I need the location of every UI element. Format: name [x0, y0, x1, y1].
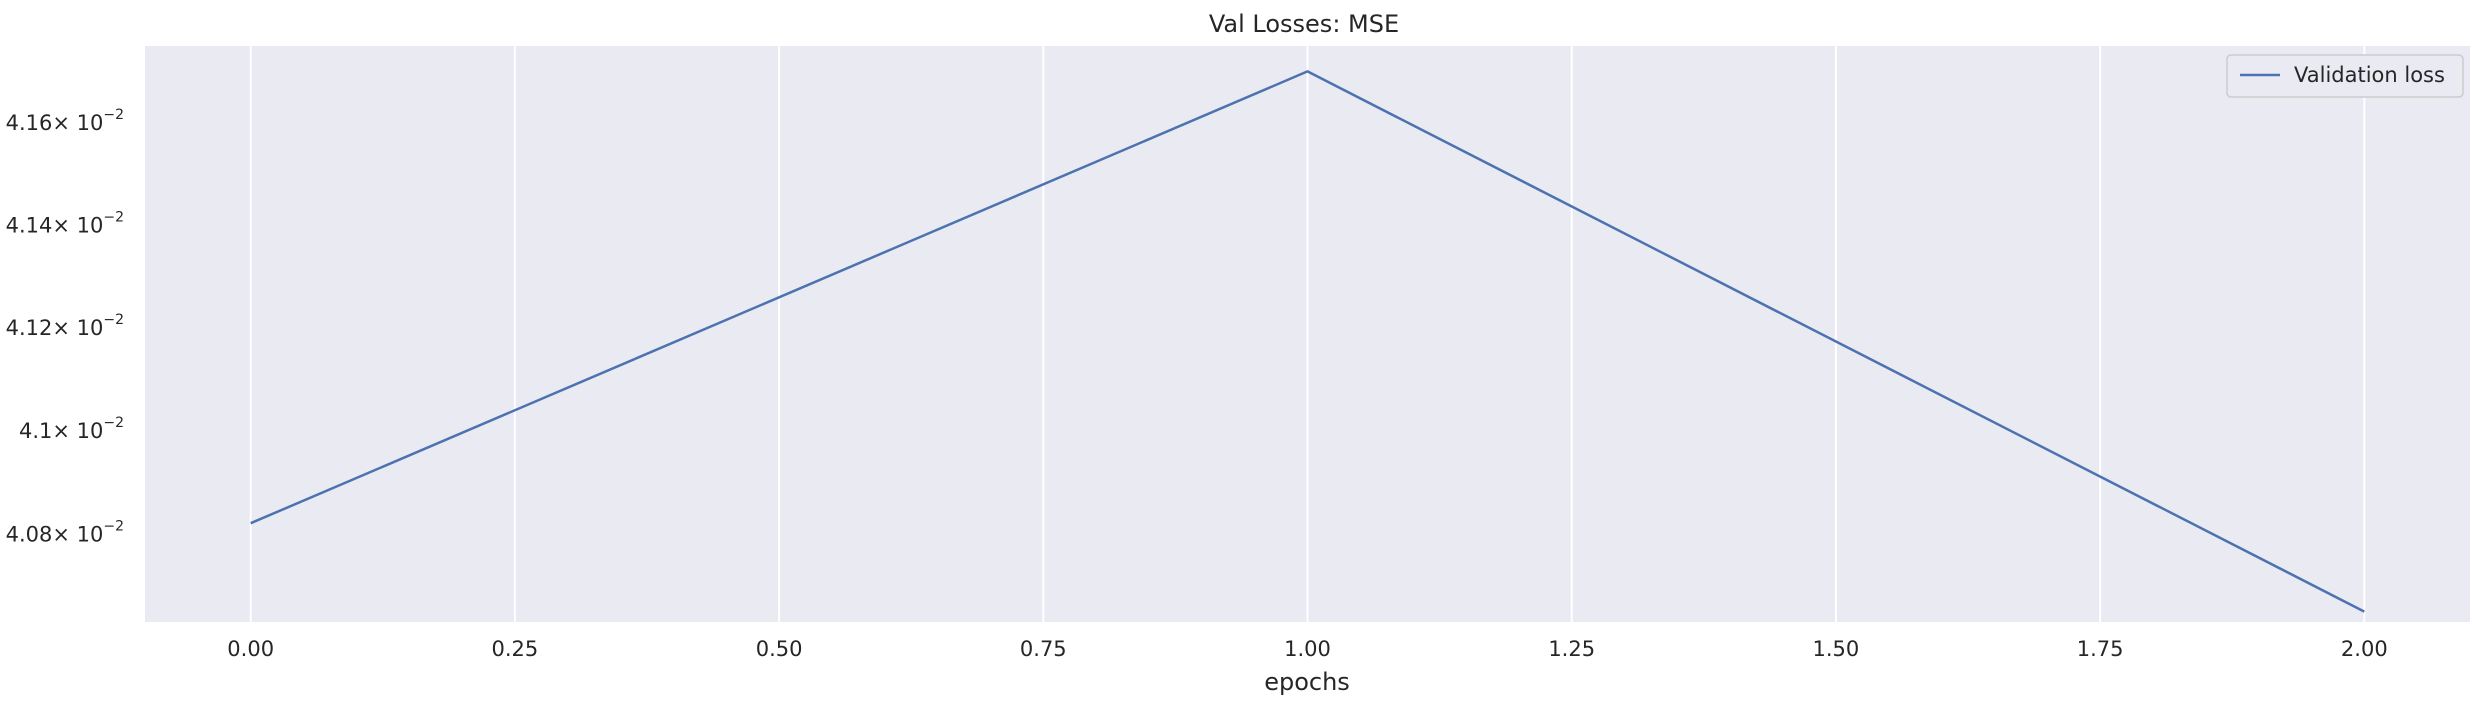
x-axis-label: epochs — [1264, 668, 1350, 696]
x-tick-label: 0.25 — [492, 637, 539, 661]
x-tick-label: 2.00 — [2341, 637, 2388, 661]
y-tick-label: 4.16× 10−2 — [6, 107, 124, 135]
y-tick-label: 4.12× 10−2 — [6, 312, 124, 340]
x-tick-label: 1.25 — [1548, 637, 1595, 661]
x-tick-label: 1.75 — [2077, 637, 2124, 661]
x-tick-labels: 0.00 0.25 0.50 0.75 1.00 1.25 1.50 1.75 2.00 — [227, 637, 2387, 661]
y-tick-label: 4.08× 10−2 — [6, 519, 124, 547]
series-lines — [250, 70, 2365, 613]
x-tick-label: 1.00 — [1284, 637, 1331, 661]
legend-label-validation-loss: Validation loss — [2294, 63, 2445, 87]
y-tick-label: 4.1× 10−2 — [19, 415, 124, 443]
chart-title: Val Losses: MSE — [1209, 10, 1399, 38]
legend: Validation loss — [2226, 54, 2464, 98]
legend-box — [2226, 54, 2464, 98]
y-tick-label: 4.14× 10−2 — [6, 209, 124, 237]
x-grid — [249, 46, 2366, 622]
x-tick-label: 0.50 — [756, 637, 803, 661]
x-tick-label: 0.75 — [1020, 637, 1067, 661]
y-tick-labels: 4.08× 10−2 4.1× 10−2 4.12× 10−2 4.14× 10−2 4… — [6, 107, 124, 546]
x-tick-label: 1.50 — [1813, 637, 1860, 661]
x-tick-label: 0.00 — [227, 637, 274, 661]
series-line-validation-loss — [250, 70, 2365, 613]
